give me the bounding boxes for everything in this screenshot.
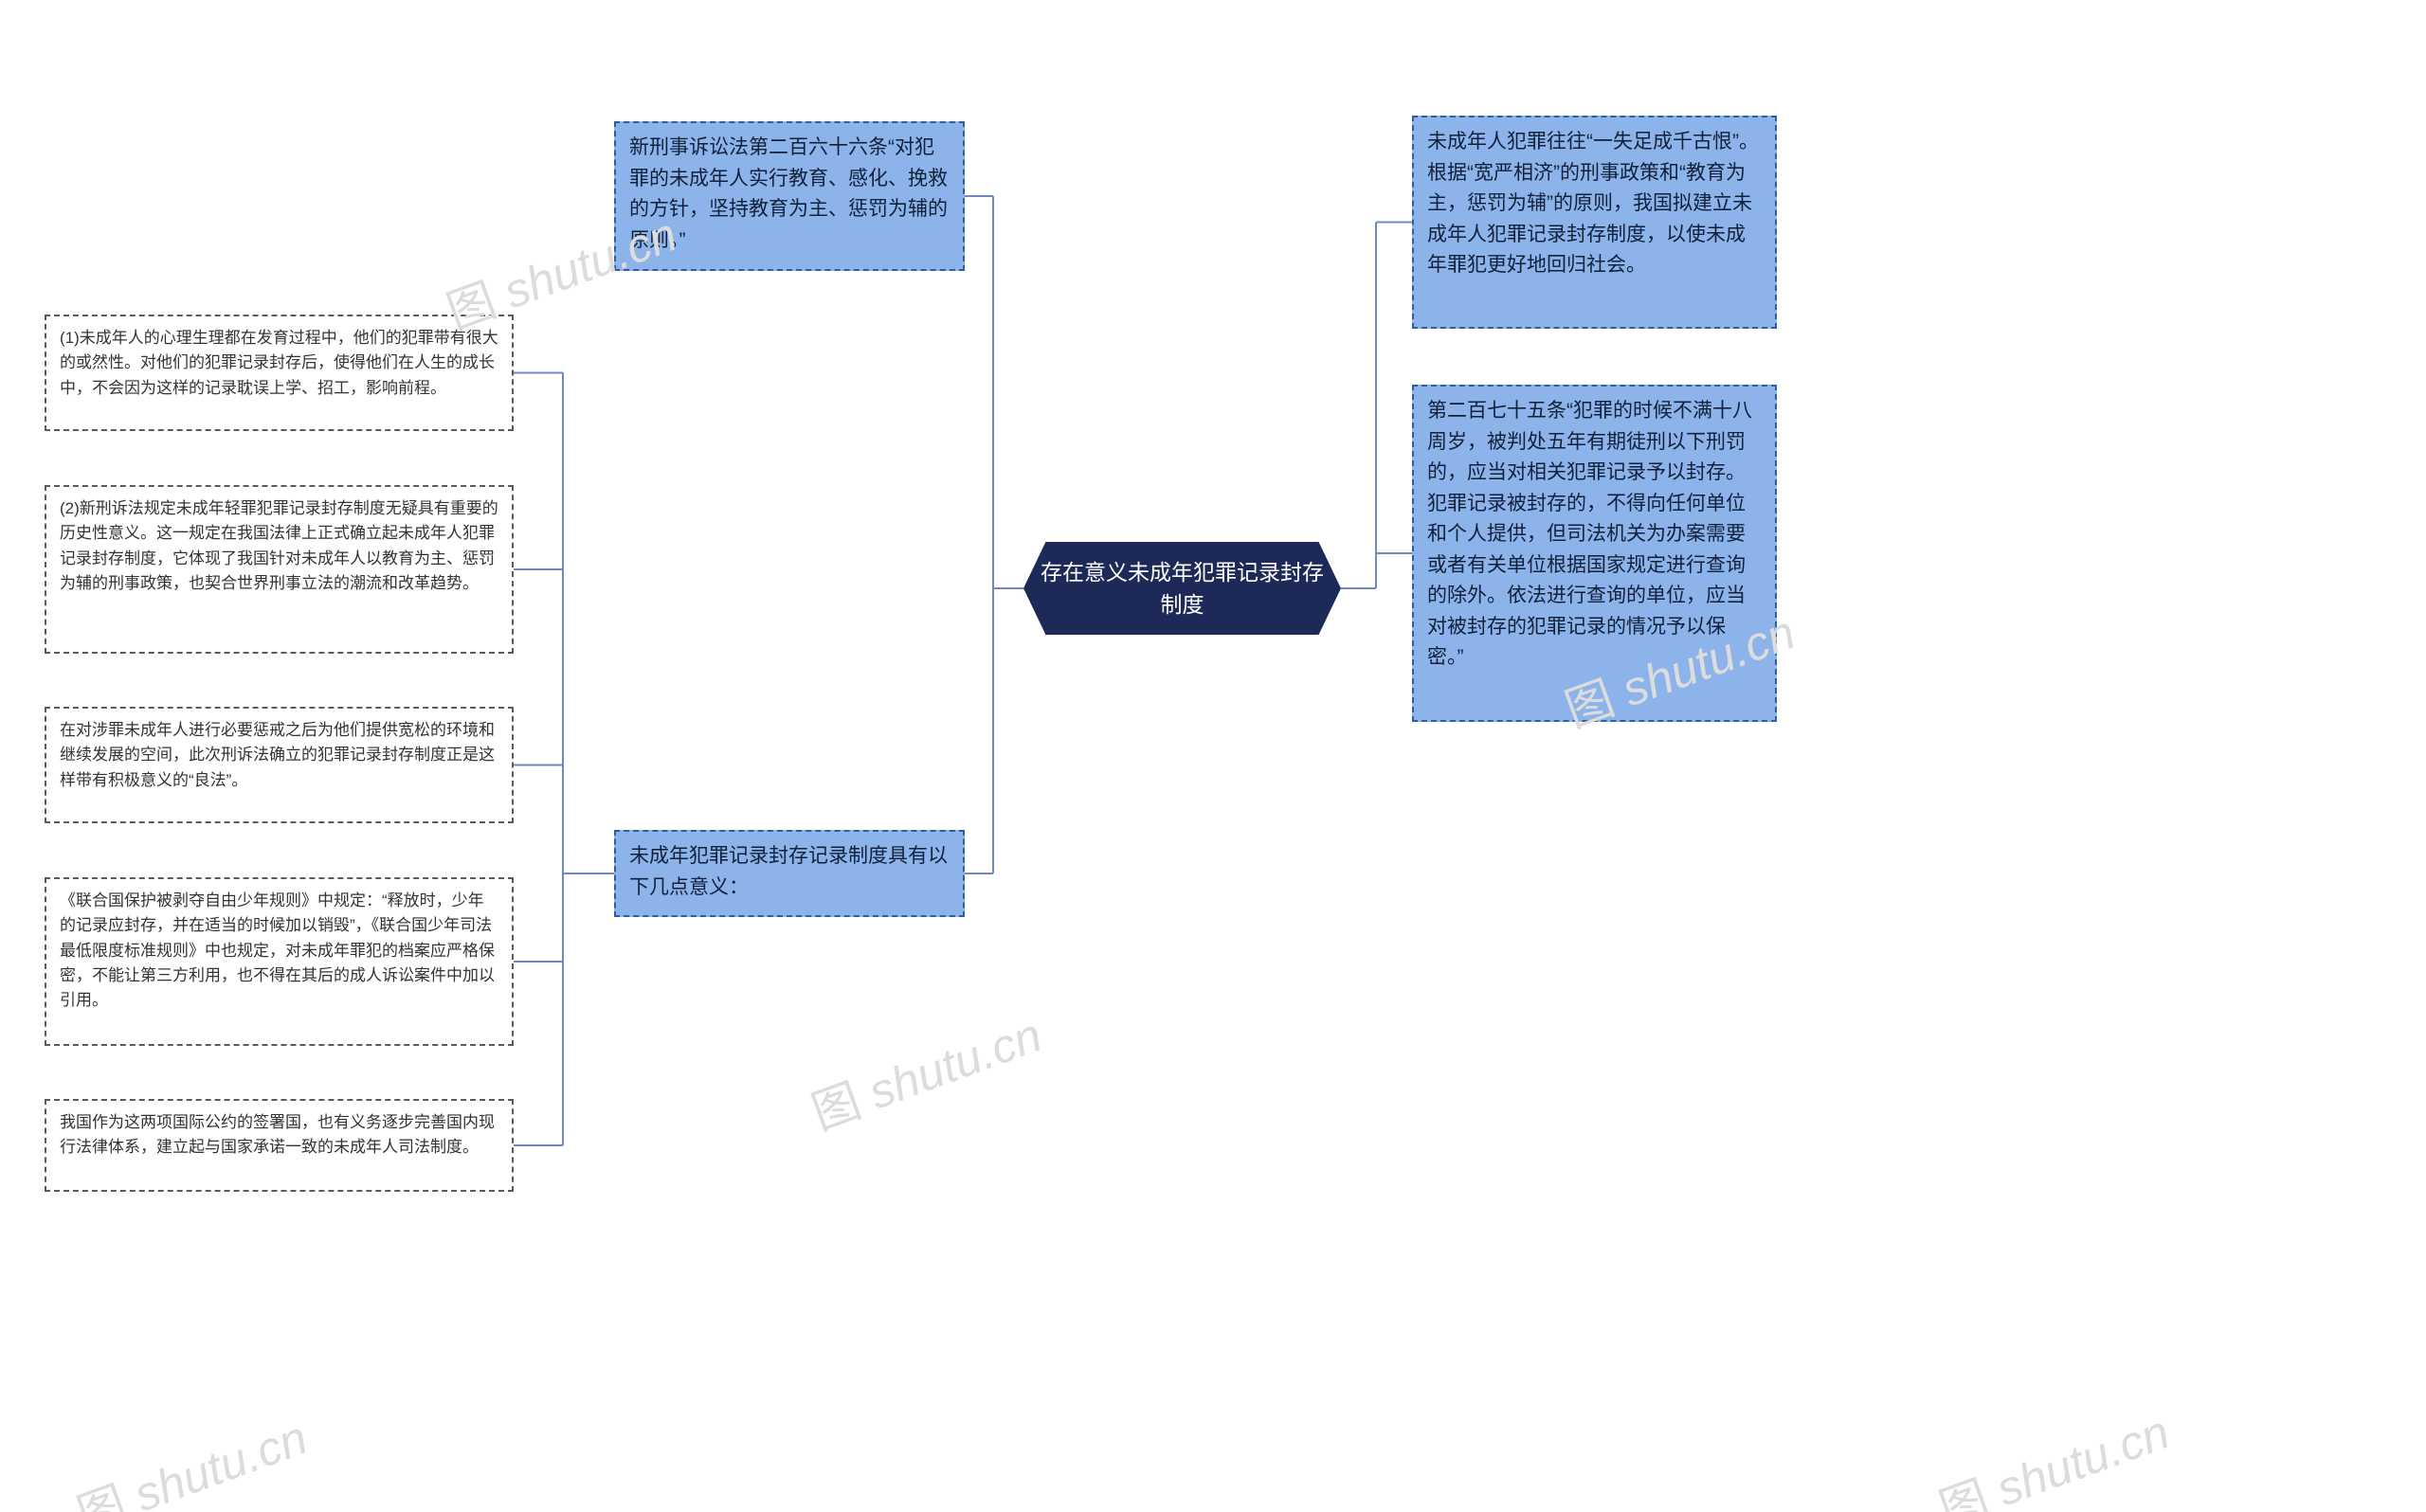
- left-white-node-1-text: (1)未成年人的心理生理都在发育过程中，他们的犯罪带有很大的或然性。对他们的犯罪…: [60, 329, 498, 397]
- left-white-node-5-text: 我国作为这两项国际公约的签署国，也有义务逐步完善国内现行法律体系，建立起与国家承…: [60, 1113, 495, 1156]
- watermark: 图 shutu.cn: [801, 998, 1049, 1143]
- left-white-node-1: (1)未成年人的心理生理都在发育过程中，他们的犯罪带有很大的或然性。对他们的犯罪…: [45, 315, 514, 431]
- right-blue-node-1: 未成年人犯罪往往“一失足成千古恨”。根据“宽严相济”的刑事政策和“教育为主，惩罚…: [1412, 116, 1777, 329]
- left-white-node-3: 在对涉罪未成年人进行必要惩戒之后为他们提供宽松的环境和继续发展的空间，此次刑诉法…: [45, 707, 514, 823]
- left-white-node-2-text: (2)新刑诉法规定未成年轻罪犯罪记录封存制度无疑具有重要的历史性意义。这一规定在…: [60, 499, 498, 592]
- center-node-text: 存在意义未成年犯罪记录封存制度: [1033, 556, 1331, 621]
- left-white-node-5: 我国作为这两项国际公约的签署国，也有义务逐步完善国内现行法律体系，建立起与国家承…: [45, 1099, 514, 1192]
- left-white-node-4: 《联合国保护被剥夺自由少年规则》中规定：“释放时，少年的记录应封存，并在适当的时…: [45, 877, 514, 1046]
- center-node: 存在意义未成年犯罪记录封存制度: [1023, 542, 1341, 635]
- left-white-node-3-text: 在对涉罪未成年人进行必要惩戒之后为他们提供宽松的环境和继续发展的空间，此次刑诉法…: [60, 721, 495, 789]
- left-blue-node-2-text: 未成年犯罪记录封存记录制度具有以下几点意义：: [629, 845, 948, 898]
- watermark: 图 shutu.cn: [66, 1400, 315, 1512]
- right-blue-node-1-text: 未成年人犯罪往往“一失足成千古恨”。根据“宽严相济”的刑事政策和“教育为主，惩罚…: [1427, 131, 1759, 276]
- left-white-node-4-text: 《联合国保护被剥夺自由少年规则》中规定：“释放时，少年的记录应封存，并在适当的时…: [60, 891, 495, 1009]
- left-white-node-2: (2)新刑诉法规定未成年轻罪犯罪记录封存制度无疑具有重要的历史性意义。这一规定在…: [45, 485, 514, 654]
- left-blue-node-1-text: 新刑事诉讼法第二百六十六条“对犯罪的未成年人实行教育、感化、挽救的方针，坚持教育…: [629, 136, 948, 251]
- left-blue-node-1: 新刑事诉讼法第二百六十六条“对犯罪的未成年人实行教育、感化、挽救的方针，坚持教育…: [614, 121, 965, 271]
- right-blue-node-2-text: 第二百七十五条“犯罪的时候不满十八周岁，被判处五年有期徒刑以下刑罚的，应当对相关…: [1427, 400, 1752, 668]
- watermark: 图 shutu.cn: [1928, 1395, 2177, 1512]
- left-blue-node-2: 未成年犯罪记录封存记录制度具有以下几点意义：: [614, 830, 965, 917]
- right-blue-node-2: 第二百七十五条“犯罪的时候不满十八周岁，被判处五年有期徒刑以下刑罚的，应当对相关…: [1412, 385, 1777, 722]
